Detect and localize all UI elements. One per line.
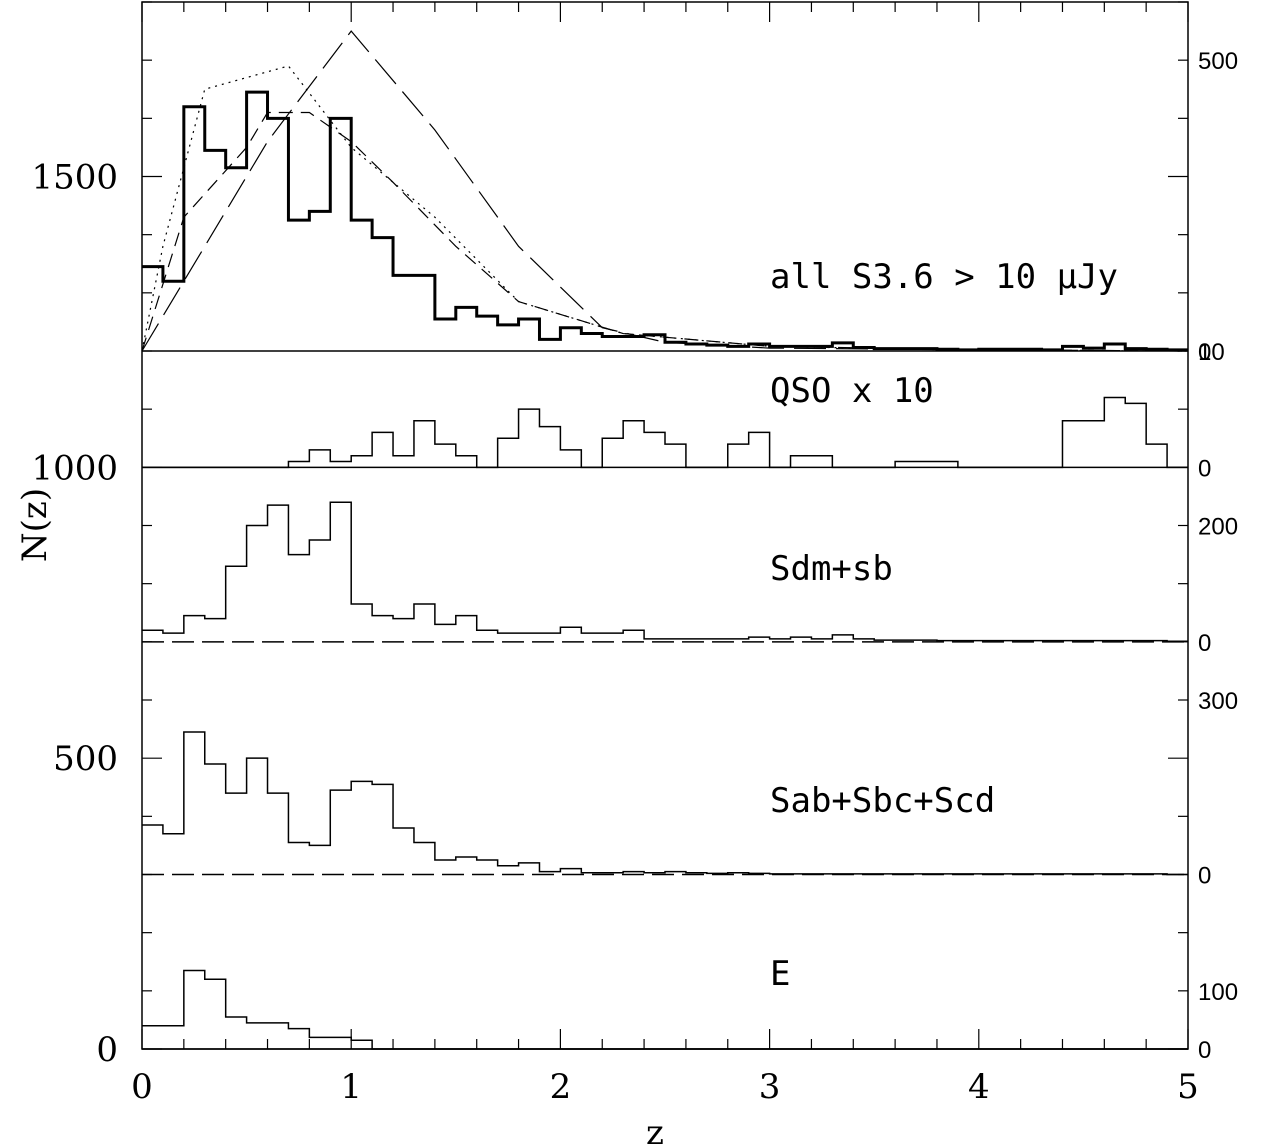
right-tick-label: 10 — [1198, 339, 1225, 366]
x-tick-label: 1 — [340, 1067, 362, 1107]
right-tick-label: 200 — [1198, 514, 1238, 541]
axis-ticks: 0 1 2 3 4 5 0 500 1000 1500 — [31, 1, 1199, 1107]
plot-frame — [141, 1, 1189, 1050]
model-curve-dotted — [141, 65, 1189, 352]
histogram-steps — [142, 396, 1188, 469]
panel-label: QSO x 10 — [770, 371, 934, 411]
panel-3: Sab+Sbc+Scd 0 300 — [142, 688, 1238, 890]
y-tick-label: 500 — [53, 739, 118, 779]
right-tick-label: 0 — [1198, 339, 1211, 366]
histogram-steps — [142, 731, 1188, 876]
plot-border — [141, 1, 1189, 1050]
panel-4: E 0 100 — [142, 954, 1238, 1064]
histogram-steps — [142, 969, 1188, 1050]
model-curve-long-dashed — [141, 30, 1189, 352]
y-tick-label: 1500 — [31, 158, 118, 198]
histogram-steps — [142, 501, 1188, 643]
right-tick-label: 0 — [1198, 455, 1211, 482]
x-tick-label: 4 — [968, 1067, 990, 1107]
right-tick-label: 500 — [1198, 48, 1238, 75]
right-tick-label: 100 — [1198, 979, 1238, 1006]
right-tick-label: 0 — [1198, 630, 1211, 657]
panel-label: Sdm+sb — [770, 549, 893, 589]
y-tick-label: 1000 — [31, 448, 118, 488]
x-tick-label: 2 — [550, 1067, 572, 1107]
x-tick-label: 5 — [1177, 1067, 1199, 1107]
x-tick-label: 3 — [759, 1067, 781, 1107]
panel-2: Sdm+sb 0 200 — [142, 501, 1238, 657]
panel-0: all S3.6 > 10 μJy 0 500 — [141, 30, 1238, 366]
y-tick-label: 0 — [96, 1030, 118, 1070]
histogram-steps — [142, 90, 1188, 352]
panel-label: E — [770, 954, 790, 994]
right-tick-label: 300 — [1198, 688, 1238, 715]
right-tick-label: 0 — [1198, 1037, 1211, 1064]
right-tick-label: 0 — [1198, 863, 1211, 890]
model-curve-short-dashed — [141, 111, 1189, 352]
y-axis-label: N(z) — [15, 488, 55, 562]
axis-labels: z N(z) — [15, 488, 664, 1148]
panel-label: all S3.6 > 10 μJy — [770, 257, 1118, 297]
panel-label: Sab+Sbc+Scd — [770, 781, 995, 821]
x-axis-label: z — [646, 1113, 664, 1148]
x-tick-label: 0 — [131, 1067, 153, 1107]
